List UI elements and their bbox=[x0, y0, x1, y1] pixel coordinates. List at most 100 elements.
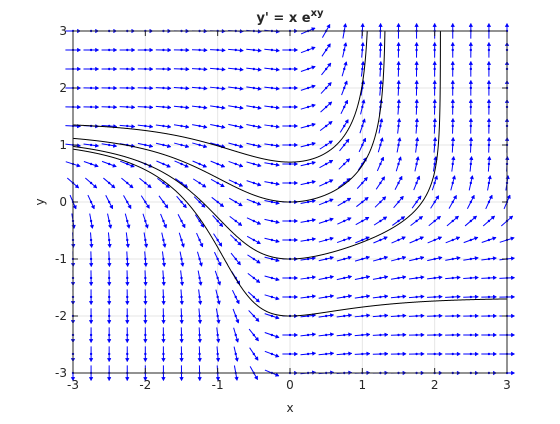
direction-arrow bbox=[265, 276, 280, 281]
direction-arrow bbox=[264, 219, 279, 223]
direction-arrow bbox=[487, 61, 491, 76]
direction-arrow bbox=[339, 159, 350, 170]
x-tick-label: 2 bbox=[431, 378, 439, 392]
x-tick-label: 0 bbox=[286, 378, 294, 392]
direction-arrow bbox=[319, 275, 334, 279]
direction-arrow bbox=[264, 87, 279, 91]
direction-arrow bbox=[250, 348, 258, 361]
direction-arrow bbox=[228, 106, 243, 110]
direction-arrow bbox=[301, 352, 316, 356]
direction-arrow bbox=[482, 237, 496, 243]
direction-arrow bbox=[229, 180, 243, 187]
direction-arrow bbox=[229, 161, 243, 167]
direction-arrow bbox=[228, 87, 243, 91]
direction-arrow bbox=[156, 48, 171, 52]
chart-title: y' = x exy bbox=[256, 8, 324, 26]
direction-arrow bbox=[193, 179, 206, 187]
direction-arrow bbox=[192, 106, 207, 110]
direction-arrow bbox=[301, 104, 316, 109]
direction-arrow bbox=[483, 216, 494, 226]
direction-arrow bbox=[433, 99, 437, 114]
direction-arrow bbox=[487, 99, 491, 114]
direction-arrow bbox=[488, 176, 492, 191]
direction-arrow bbox=[247, 218, 261, 225]
direction-arrow bbox=[447, 216, 459, 226]
direction-arrow bbox=[487, 42, 491, 57]
direction-arrow bbox=[126, 232, 130, 247]
direction-arrow bbox=[180, 289, 184, 304]
direction-arrow bbox=[301, 123, 316, 128]
chart-title-base: y' = x e bbox=[256, 11, 310, 26]
direction-arrow bbox=[125, 327, 129, 342]
direction-arrow bbox=[338, 178, 350, 187]
direction-arrow bbox=[234, 328, 239, 343]
chart-title-superscript: xy bbox=[311, 8, 324, 19]
direction-arrow bbox=[451, 176, 456, 191]
direction-arrow bbox=[373, 295, 388, 299]
direction-arrow bbox=[487, 118, 491, 133]
direction-arrow bbox=[337, 218, 351, 225]
direction-arrow bbox=[247, 181, 261, 187]
direction-arrow bbox=[198, 289, 202, 304]
direction-arrow bbox=[342, 62, 347, 77]
direction-arrow bbox=[175, 179, 187, 188]
direction-arrow bbox=[337, 237, 351, 243]
direction-arrow bbox=[102, 86, 117, 90]
direction-arrow bbox=[392, 237, 406, 243]
direction-arrow bbox=[156, 125, 171, 129]
direction-arrow bbox=[216, 290, 221, 305]
direction-arrow bbox=[246, 68, 261, 72]
direction-arrow bbox=[481, 352, 496, 356]
direction-arrow bbox=[144, 270, 148, 285]
direction-arrow bbox=[162, 270, 166, 285]
direction-arrow bbox=[180, 327, 184, 342]
direction-arrow bbox=[265, 351, 279, 357]
direction-arrow bbox=[156, 106, 171, 110]
direction-arrow bbox=[463, 257, 478, 261]
direction-arrow bbox=[415, 157, 419, 172]
direction-arrow bbox=[409, 295, 424, 299]
direction-arrow bbox=[264, 49, 279, 53]
direction-arrow bbox=[415, 99, 419, 114]
direction-arrow bbox=[120, 105, 135, 109]
direction-arrow bbox=[102, 161, 116, 167]
direction-arrow bbox=[469, 176, 473, 191]
direction-arrow bbox=[463, 314, 478, 318]
direction-arrow bbox=[180, 270, 184, 285]
direction-arrow bbox=[321, 63, 330, 75]
direction-arrow bbox=[246, 87, 261, 91]
direction-arrow bbox=[301, 180, 316, 184]
direction-arrow bbox=[246, 49, 261, 53]
x-tick-label: -3 bbox=[67, 378, 79, 392]
direction-arrow bbox=[102, 144, 117, 148]
direction-arrow bbox=[463, 352, 478, 356]
direction-arrow bbox=[337, 294, 352, 298]
direction-arrow bbox=[379, 61, 383, 76]
direction-arrow bbox=[246, 124, 261, 128]
x-tick-label: 3 bbox=[503, 378, 511, 392]
direction-arrow bbox=[397, 61, 401, 76]
direction-arrow bbox=[301, 238, 316, 242]
direction-arrow bbox=[451, 42, 455, 57]
direction-arrow bbox=[197, 233, 203, 247]
direction-arrow bbox=[156, 86, 171, 90]
direction-arrow bbox=[301, 161, 316, 165]
direction-arrow bbox=[247, 236, 260, 243]
direction-arrow bbox=[396, 157, 401, 172]
direction-arrow bbox=[301, 47, 315, 53]
direction-arrow bbox=[144, 327, 148, 342]
direction-arrow bbox=[264, 68, 279, 72]
direction-arrow bbox=[337, 275, 352, 279]
direction-arrow bbox=[343, 43, 347, 58]
direction-arrow bbox=[90, 232, 94, 247]
direction-arrow bbox=[107, 346, 111, 361]
direction-arrow bbox=[108, 232, 112, 247]
direction-arrow bbox=[506, 176, 510, 191]
direction-arrow bbox=[103, 178, 115, 188]
direction-arrow bbox=[175, 161, 189, 167]
y-tick-label: 2 bbox=[59, 81, 67, 95]
solution-curve bbox=[73, 31, 368, 162]
direction-arrow bbox=[319, 294, 334, 298]
direction-arrow bbox=[264, 182, 279, 186]
